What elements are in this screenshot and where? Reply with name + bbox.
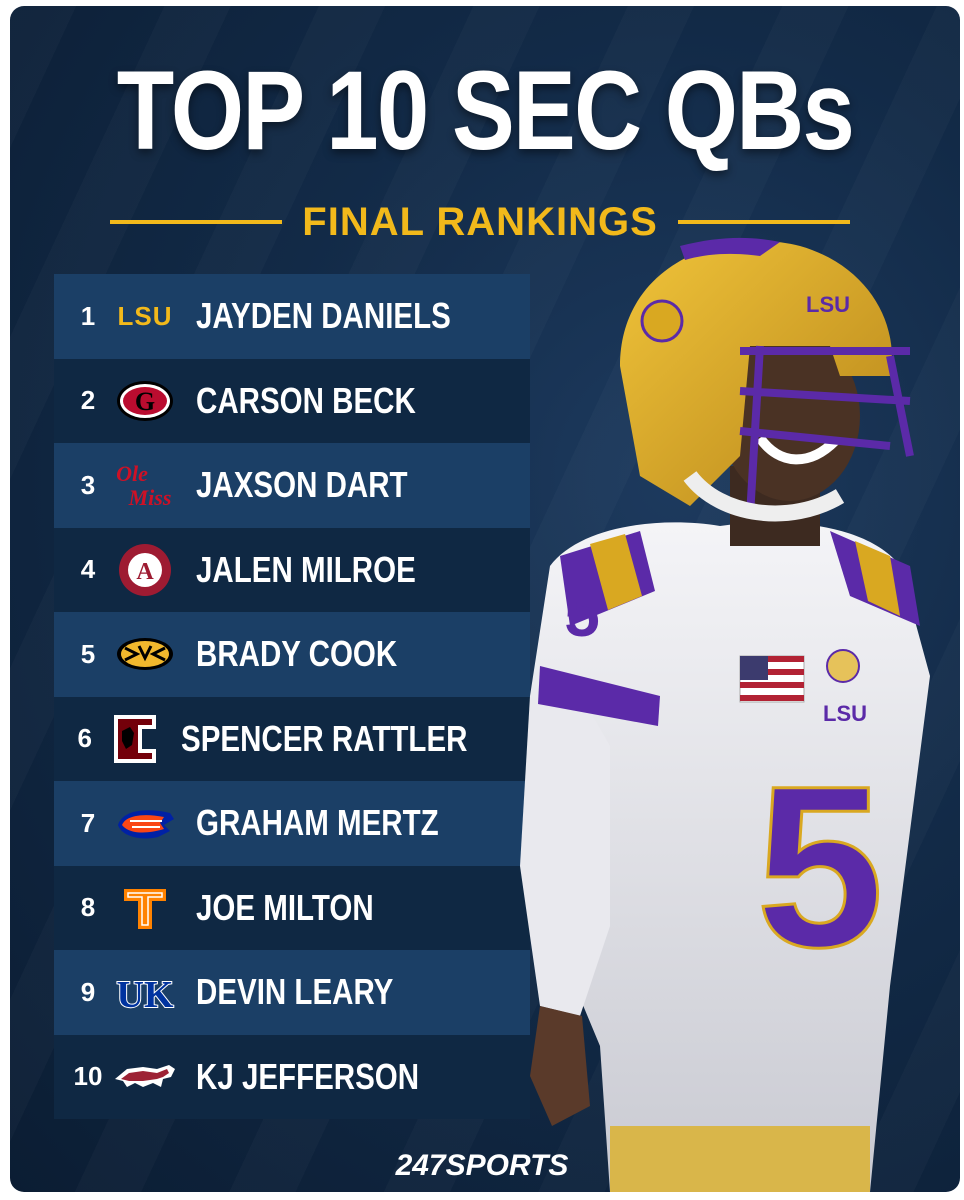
- page-title: TOP 10 SEC QBs: [116, 48, 855, 173]
- rank-number: 8: [80, 892, 96, 923]
- kentucky-logo: UK: [112, 964, 178, 1020]
- tennessee-logo: [112, 880, 178, 936]
- ranking-row: 6 SPENCER RATTLER: [54, 696, 530, 781]
- rank-number: 2: [80, 385, 96, 416]
- player-name: JOE MILTON: [196, 886, 374, 928]
- subtitle: FINAL RANKINGS: [302, 199, 658, 244]
- subtitle-rule-left: [110, 220, 283, 224]
- ranking-row: 9 UK DEVIN LEARY: [54, 950, 530, 1035]
- rank-number: 7: [80, 807, 96, 838]
- ranking-row: 3 Ole Miss JAXSON DART: [54, 443, 530, 528]
- south-carolina-logo: [106, 711, 163, 767]
- subtitle-rule-right: [677, 220, 851, 224]
- player-name: JAXSON DART: [196, 464, 408, 506]
- subtitle-row: FINAL RANKINGS: [110, 199, 851, 244]
- player-name: DEVIN LEARY: [196, 971, 394, 1013]
- missouri-logo: [112, 626, 178, 682]
- svg-text:Miss: Miss: [128, 485, 172, 510]
- svg-text:LSU: LSU: [118, 301, 173, 331]
- ranking-row: 7 GRAHAM MERTZ: [54, 781, 530, 866]
- player-name: KJ JEFFERSON: [196, 1055, 420, 1097]
- lsu-logo: LSU: [112, 288, 178, 344]
- flag-patch: [739, 655, 805, 703]
- arkansas-logo: [112, 1049, 178, 1105]
- rank-number: 4: [80, 554, 96, 585]
- svg-text:5: 5: [756, 738, 884, 995]
- florida-logo: [112, 795, 178, 851]
- player-name: JAYDEN DANIELS: [196, 295, 451, 337]
- player-name: CARSON BECK: [196, 379, 416, 421]
- georgia-logo: G: [112, 373, 178, 429]
- svg-text:UK: UK: [117, 974, 174, 1016]
- player-name: GRAHAM MERTZ: [196, 802, 439, 844]
- rank-number: 9: [80, 976, 96, 1007]
- alabama-logo: A: [112, 542, 178, 598]
- svg-text:LSU: LSU: [806, 292, 850, 317]
- player-photo: 5 LSU 5 LSU: [520, 237, 930, 1192]
- ranking-row: 1 LSU JAYDEN DANIELS: [54, 274, 530, 359]
- svg-text:LSU: LSU: [823, 701, 867, 726]
- ole-miss-logo: Ole Miss: [112, 457, 178, 513]
- ranking-row: 4 A JALEN MILROE: [54, 527, 530, 612]
- svg-text:G: G: [135, 387, 155, 416]
- graphic-card: TOP 10 SEC QBs FINAL RANKINGS 1 LSU JAYD…: [10, 6, 960, 1192]
- svg-text:5: 5: [564, 578, 600, 650]
- rank-number: 5: [80, 638, 96, 669]
- ranking-row: 5 BRADY COOK: [54, 612, 530, 697]
- ranking-row: 10 KJ JEFFERSON: [54, 1034, 530, 1119]
- rank-number: 10: [73, 1061, 103, 1092]
- rank-number: 6: [77, 723, 92, 754]
- player-name: JALEN MILROE: [196, 548, 416, 590]
- ranking-row: 2 G CARSON BECK: [54, 358, 530, 443]
- brand-logo: 247SPORTS: [395, 1149, 569, 1182]
- ranking-row: 8 JOE MILTON: [54, 865, 530, 950]
- rankings-list: 1 LSU JAYDEN DANIELS 2 G CARSON BECK: [54, 274, 530, 1119]
- rank-number: 3: [80, 469, 96, 500]
- player-name: SPENCER RATTLER: [180, 717, 468, 759]
- player-name: BRADY COOK: [196, 633, 398, 675]
- svg-text:A: A: [136, 559, 154, 585]
- rank-number: 1: [80, 300, 96, 331]
- svg-text:Ole: Ole: [116, 461, 148, 486]
